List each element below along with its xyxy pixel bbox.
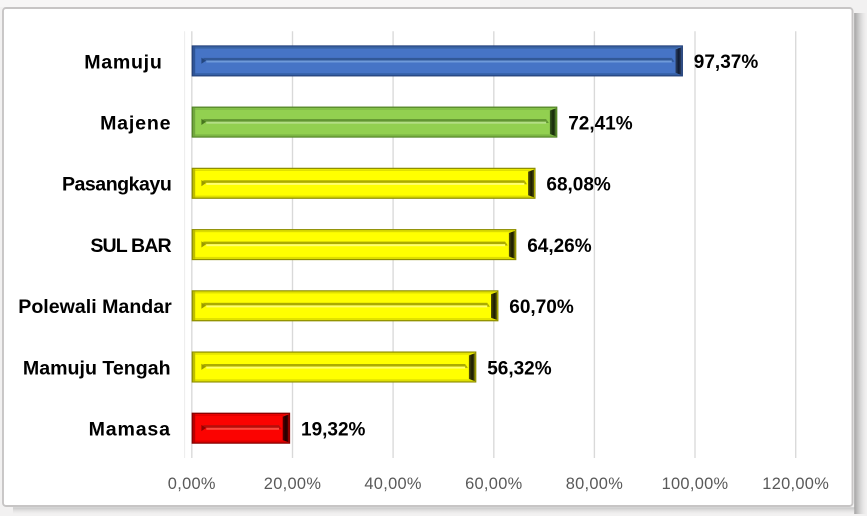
svg-text:68,08%: 68,08% [546,175,611,196]
svg-text:SUL BAR: SUL BAR [90,235,171,257]
svg-text:72,41%: 72,41% [568,113,633,134]
svg-text:64,26%: 64,26% [527,236,592,257]
svg-text:80,00%: 80,00% [566,475,623,493]
svg-text:19,32%: 19,32% [301,420,366,441]
svg-text:Majene: Majene [100,113,171,135]
svg-text:Pasangkayu: Pasangkayu [62,174,171,196]
svg-text:Mamuju Tengah: Mamuju Tengah [23,357,171,379]
svg-text:40,00%: 40,00% [364,475,421,493]
svg-text:Polewali Mandar: Polewali Mandar [18,296,172,318]
svg-text:Mamasa: Mamasa [89,419,171,441]
svg-text:97,37%: 97,37% [694,52,759,73]
svg-text:0,00%: 0,00% [168,475,216,493]
svg-text:Mamuju: Mamuju [84,51,162,73]
svg-text:60,70%: 60,70% [509,297,574,318]
svg-text:60,00%: 60,00% [465,475,522,493]
svg-text:20,00%: 20,00% [264,475,321,493]
svg-text:56,32%: 56,32% [487,358,552,379]
svg-text:120,00%: 120,00% [762,475,829,493]
svg-text:100,00%: 100,00% [662,475,729,493]
